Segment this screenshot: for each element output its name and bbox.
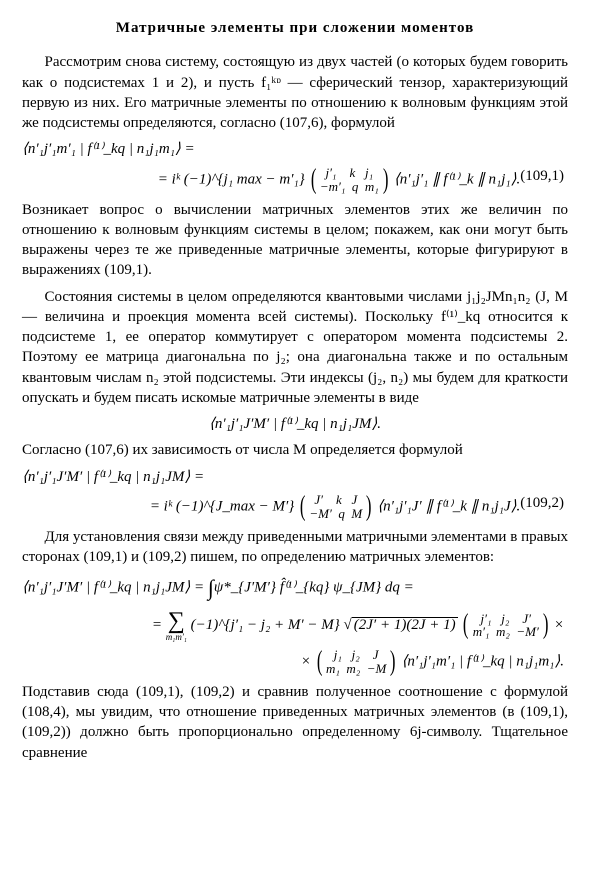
equation-expand-line2: = ∑m₁m′₁ (−1)^{j′₁ − j₂ + M′ − M} √(2J′ … bbox=[22, 609, 568, 642]
equation-109-1-line1: ⟨n′₁j′₁m′₁ | f⁽¹⁾_kq | n₁j₁m₁⟩ = bbox=[22, 139, 568, 159]
section-title: Матричные элементы при сложении моментов bbox=[22, 18, 568, 38]
threej-symbol-1: j′₁ k j₁−m′₁ q m₁ bbox=[318, 166, 381, 193]
paren-close-icon: ) bbox=[390, 648, 396, 676]
equation-expand-line3: × (j₁ j₂ Jm₁ m₂ −M) ⟨n′₁j′₁m′₁ | f⁽¹⁾_kq… bbox=[22, 648, 568, 676]
paragraph-5: Для установления связи между приведенным… bbox=[22, 527, 568, 568]
paragraph-1: Рассмотрим снова систему, состоящую из д… bbox=[22, 52, 568, 133]
paren-open-icon: ( bbox=[317, 648, 323, 676]
paren-close-icon: ) bbox=[383, 166, 389, 194]
paren-close-icon: ) bbox=[366, 493, 372, 521]
paragraph-3: Состояния системы в целом определяются к… bbox=[22, 287, 568, 409]
paragraph-2: Возникает вопрос о вычислении матричных … bbox=[22, 200, 568, 281]
eq2-lhs-coeff: = iᵏ (−1)^{J_max − M′} bbox=[150, 498, 295, 514]
equation-expand-line1: ⟨n′₁j′₁J′M′ | f⁽¹⁾_kq | n₁j₁JM⟩ = ∫ψ*_{J… bbox=[22, 573, 568, 603]
equation-number-109-2: (109,2) bbox=[520, 493, 564, 513]
eq1-lhs-coeff: = iᵏ (−1)^{j₁ max − m′₁} bbox=[158, 171, 305, 187]
paragraph-6: Подставив сюда (109,1), (109,2) и сравни… bbox=[22, 682, 568, 763]
threej-symbol-2: J′ k J−M′ q M bbox=[307, 493, 364, 520]
eq3-times: × bbox=[550, 617, 564, 633]
eq3-times2: × bbox=[301, 653, 315, 669]
eq1-reduced-element: ⟨n′₁j′₁ ∥ f⁽¹⁾_k ∥ n₁j₁⟩. bbox=[394, 171, 520, 187]
equation-middle: ⟨n′₁j′₁J′M′ | f⁽¹⁾_kq | n₁j₁JM⟩. bbox=[22, 414, 568, 434]
paren-open-icon: ( bbox=[310, 166, 316, 194]
eq2-reduced-element: ⟨n′₁j′₁J′ ∥ f⁽¹⁾_k ∥ n₁j₁J⟩. bbox=[377, 498, 520, 514]
paren-open-icon: ( bbox=[463, 611, 469, 639]
sum-icon: ∑m₁m′₁ bbox=[166, 609, 187, 642]
eq3-lhs: ⟨n′₁j′₁J′M′ | f⁽¹⁾_kq | n₁j₁JM⟩ = bbox=[22, 580, 208, 596]
equation-109-2-line2: (109,2) = iᵏ (−1)^{J_max − M′} (J′ k J−M… bbox=[22, 493, 568, 521]
eq3-integrand: ψ*_{J′M′} f̂⁽¹⁾_{kq} ψ_{JM} dq = bbox=[214, 580, 414, 596]
equation-109-2-line1: ⟨n′₁j′₁J′M′ | f⁽¹⁾_kq | n₁j₁JM⟩ = bbox=[22, 467, 568, 487]
eq3-matrix-element: ⟨n′₁j′₁m′₁ | f⁽¹⁾_kq | n₁j₁m₁⟩. bbox=[398, 653, 564, 669]
threej-symbol-3: j′₁ j₂ J′m′₁ m₂ −M′ bbox=[471, 612, 541, 639]
sqrt-expression: (2J′ + 1)(2J + 1) bbox=[352, 617, 458, 634]
equation-number-109-1: (109,1) bbox=[520, 166, 564, 186]
eq3-factor: (−1)^{j′₁ − j₂ + M′ − M} √ bbox=[191, 617, 352, 633]
threej-symbol-4: j₁ j₂ Jm₁ m₂ −M bbox=[324, 648, 388, 675]
paren-close-icon: ) bbox=[543, 611, 549, 639]
paren-open-icon: ( bbox=[300, 493, 306, 521]
paragraph-4: Согласно (107,6) их зависимость от числа… bbox=[22, 440, 568, 460]
equation-109-1-line2: (109,1) = iᵏ (−1)^{j₁ max − m′₁} (j′₁ k … bbox=[22, 166, 568, 194]
eq3-equals: = bbox=[152, 617, 166, 633]
